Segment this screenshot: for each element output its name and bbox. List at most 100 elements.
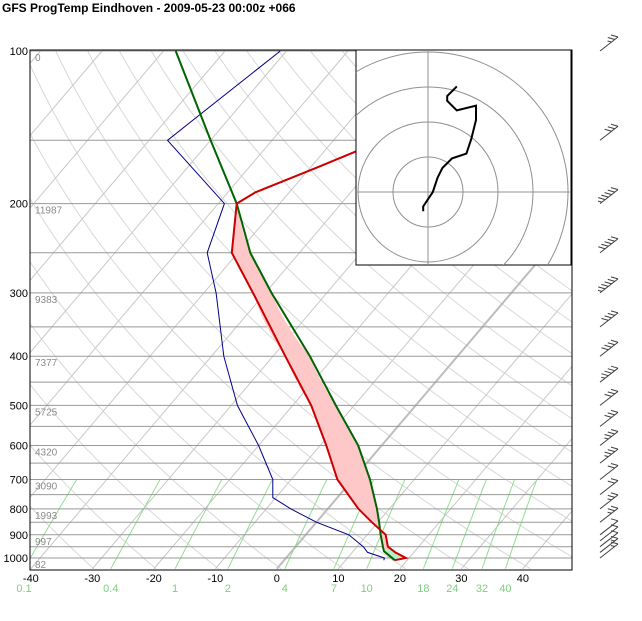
wind-barb-staff [599, 480, 619, 496]
wind-barb-flag [607, 312, 615, 316]
wind-barb-flag [598, 286, 606, 290]
wind-barb-flag [610, 446, 619, 450]
wind-barb-flag [610, 276, 619, 280]
wind-barb-flag [610, 429, 619, 433]
mixing-ratio-line [481, 479, 516, 569]
wind-barb-flag [610, 388, 619, 392]
wind-barb-flag [610, 535, 619, 539]
temperature-tick-label: -20 [146, 573, 162, 585]
wind-barb-flag [607, 189, 615, 193]
parcel-curve [174, 50, 396, 561]
wind-barb-flag [604, 241, 612, 245]
wind-barb-staff [599, 526, 619, 542]
wind-barb-flag [607, 391, 615, 395]
plot-frame [29, 49, 573, 571]
wind-barb-half [604, 455, 609, 458]
wind-barb [599, 429, 619, 446]
wind-barb-flag [604, 414, 612, 418]
height-label: 3090 [35, 481, 58, 492]
wind-barb [599, 409, 619, 427]
pressure-tick-label: 800 [10, 504, 28, 516]
height-label: 82 [35, 560, 47, 571]
wind-barb-flag [607, 431, 615, 435]
cin-area [383, 549, 406, 561]
wind-barb-flag [607, 368, 615, 372]
dry-adiabat [597, 51, 642, 569]
wind-barb-half [597, 200, 603, 203]
temperature-tick-label: 20 [394, 573, 406, 585]
isotherm-line [399, 365, 572, 570]
wind-barb-flag [604, 192, 612, 196]
wind-barb-flag [607, 449, 615, 453]
wind-barb-flag [604, 344, 612, 348]
wind-barb-flag [610, 524, 619, 528]
wind-barb [599, 478, 619, 496]
wind-barb-half [607, 511, 612, 514]
wind-barb [599, 535, 619, 553]
axis-labels: 1002003004005006007008009001000011987938… [4, 46, 529, 595]
wind-barb-half [610, 539, 615, 542]
wind-barb-staff [599, 278, 619, 294]
height-label: 1993 [35, 511, 58, 522]
wind-barb-staff [599, 125, 619, 141]
wind-barb [597, 276, 619, 294]
wind-barb [597, 187, 619, 205]
isotherm-line [30, 50, 349, 426]
wind-barb-flag [607, 37, 615, 40]
temperature-tick-label: -10 [207, 573, 223, 585]
wind-barb-half [607, 40, 612, 43]
mixing-ratio-line [110, 479, 161, 569]
wind-barb [599, 446, 619, 464]
wind-barb-flag [607, 342, 615, 346]
wind-barb-staff [599, 507, 619, 523]
wind-barb-flag [604, 128, 612, 132]
wind-barb-flag [610, 310, 619, 314]
wind-barb-flag [598, 197, 606, 201]
wind-barb-flag [607, 278, 615, 282]
height-label: 4320 [35, 448, 58, 459]
mixing-ratio-label: 24 [446, 583, 458, 595]
dry-adiabat [30, 260, 344, 570]
wind-barb-flag [607, 238, 615, 242]
isotherm-line [30, 50, 287, 354]
sounding-curves [166, 50, 415, 562]
wind-barb-staff [599, 36, 619, 52]
dry-adiabat [30, 132, 469, 570]
wind-barb-flag [610, 541, 619, 545]
wind-barb-flag [601, 317, 609, 321]
height-label: 997 [35, 537, 52, 548]
wind-barb-flag [607, 126, 615, 130]
isotherm-line [214, 148, 572, 570]
wind-barb [599, 505, 619, 523]
hodograph-frame [355, 49, 572, 266]
wind-barb-flag [604, 370, 612, 374]
temperature-tick-label: 30 [455, 573, 467, 585]
isotherm-line [460, 437, 572, 570]
pressure-tick-label: 400 [10, 351, 28, 363]
wind-barb-flag [610, 478, 619, 482]
wind-barb [599, 518, 619, 536]
wind-barb [599, 492, 619, 510]
dry-adiabat [30, 505, 95, 570]
mixing-ratio-label: 1 [172, 583, 178, 595]
wind-barb-flag [610, 34, 619, 38]
wind-barb-flag [610, 236, 619, 240]
wind-barb-flag [610, 365, 619, 369]
mixing-ratio-line [504, 479, 538, 569]
wind-barb-staff [599, 465, 619, 480]
wind-barb [599, 339, 619, 357]
dry-adiabat [118, 50, 572, 487]
mixing-ratio-label: 2 [225, 583, 231, 595]
mixing-ratio-line [227, 479, 273, 569]
wind-barb-flag [610, 123, 619, 127]
temperature-tick-label: 40 [517, 573, 529, 585]
height-label: 7377 [35, 358, 58, 369]
hodograph [355, 49, 572, 266]
pressure-tick-label: 1000 [4, 553, 28, 565]
mixing-ratio-label: 4 [282, 583, 288, 595]
cape-area [231, 203, 391, 549]
dry-adiabat [30, 197, 406, 570]
wind-barb-half [610, 545, 615, 547]
hodograph-rings [356, 50, 571, 265]
